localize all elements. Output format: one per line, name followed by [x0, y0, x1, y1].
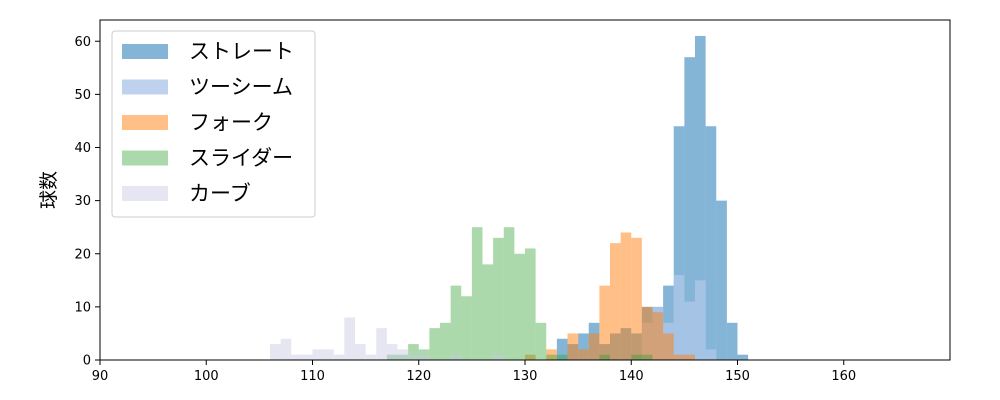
x-tick-label: 120 [406, 369, 431, 384]
histogram-bar [535, 322, 547, 360]
histogram-bar [386, 354, 398, 360]
histogram-bar [673, 275, 685, 360]
histogram-bar [333, 354, 345, 360]
y-tick-label: 20 [74, 247, 91, 262]
histogram-bar [514, 253, 525, 360]
histogram-bar [493, 354, 504, 360]
histogram-bar [450, 354, 462, 360]
histogram-bar [355, 344, 366, 360]
histogram-bar [418, 354, 430, 360]
legend-swatch [122, 150, 168, 166]
histogram-bar [461, 296, 472, 360]
histogram-bar [599, 285, 610, 360]
x-tick-label: 140 [619, 369, 644, 384]
histogram-bar [716, 200, 727, 360]
legend-box [111, 30, 316, 218]
legend-swatch [122, 44, 168, 59]
histogram-bar [408, 344, 419, 360]
histogram-bar [673, 126, 685, 360]
histogram-bar [588, 333, 600, 360]
histogram-bar [556, 354, 568, 360]
y-tick-label: 30 [74, 194, 91, 209]
histogram-bar [546, 354, 557, 360]
x-tick-label: 90 [92, 369, 109, 384]
histogram-bar [397, 354, 409, 360]
legend-label: スライダー [189, 146, 293, 170]
x-tick-label: 160 [831, 369, 856, 384]
histogram-bar [471, 227, 483, 360]
histogram-bar [556, 338, 568, 360]
histogram-bar [652, 312, 664, 360]
x-tick-label: 110 [300, 369, 325, 384]
histogram-bar [397, 349, 409, 360]
histogram-bar [408, 354, 419, 360]
histogram-bar [641, 354, 653, 360]
y-tick-label: 40 [74, 141, 91, 156]
histogram-bar [726, 322, 738, 360]
y-tick-label: 0 [83, 354, 91, 369]
histogram-bar [599, 354, 610, 360]
x-tick-label: 150 [725, 369, 750, 384]
y-tick-label: 50 [74, 88, 91, 103]
histogram-bar [567, 333, 579, 360]
histogram-bar [291, 354, 302, 360]
y-tick-label: 10 [74, 300, 91, 315]
legend-label: カーブ [189, 182, 251, 206]
legend-swatch [122, 79, 168, 95]
histogram-bar [695, 280, 706, 360]
histogram-bar [344, 317, 355, 360]
histogram-bar [705, 349, 717, 360]
histogram-bar [525, 248, 536, 360]
legend-swatch [122, 115, 168, 130]
histogram-bar [376, 328, 387, 360]
x-tick-label: 130 [513, 369, 538, 384]
x-axis: 90 100 110 120 130 140 150 160 [92, 360, 856, 384]
legend-label: フォーク [189, 111, 273, 135]
histogram-bar [546, 349, 557, 360]
histogram-bar [684, 57, 695, 360]
histogram-bar [525, 354, 536, 360]
histogram-bar [450, 285, 462, 360]
histogram-bar [440, 322, 451, 360]
histogram-bar [641, 306, 653, 360]
histogram-bar [578, 349, 589, 360]
histogram-bar [684, 301, 695, 360]
legend-swatch [122, 186, 168, 201]
histogram-bar [578, 333, 589, 360]
histogram-bar [503, 227, 515, 360]
y-axis-label: 球数 [38, 171, 60, 209]
legend-label: ツーシーム [189, 75, 293, 99]
histogram-bar [365, 354, 377, 360]
bars-group [270, 35, 749, 360]
histogram-bar [312, 349, 324, 360]
histogram-bar [631, 354, 642, 360]
histogram-bar [673, 354, 685, 360]
histogram-bar [493, 237, 504, 360]
histogram-bar [610, 243, 621, 360]
histogram-bar [323, 349, 334, 360]
histogram-bar [631, 237, 642, 360]
histogram-bar [429, 328, 440, 360]
histogram-bar [280, 338, 292, 360]
legend-label: ストレート [189, 40, 294, 64]
histogram-bar [684, 354, 695, 360]
histogram-bar [270, 344, 281, 360]
histogram-bar [663, 333, 674, 360]
histogram-bar [418, 349, 430, 360]
histogram-bar [482, 264, 494, 360]
y-tick-label: 60 [74, 35, 91, 50]
x-tick-label: 100 [194, 369, 219, 384]
histogram-bar [386, 344, 398, 360]
histogram-bar [705, 126, 717, 360]
histogram-bar [695, 35, 706, 360]
y-axis: 0 10 20 30 40 50 60 [74, 35, 100, 369]
histogram-bar [737, 354, 749, 360]
histogram-bar [620, 232, 632, 360]
histogram-bar [301, 354, 313, 360]
